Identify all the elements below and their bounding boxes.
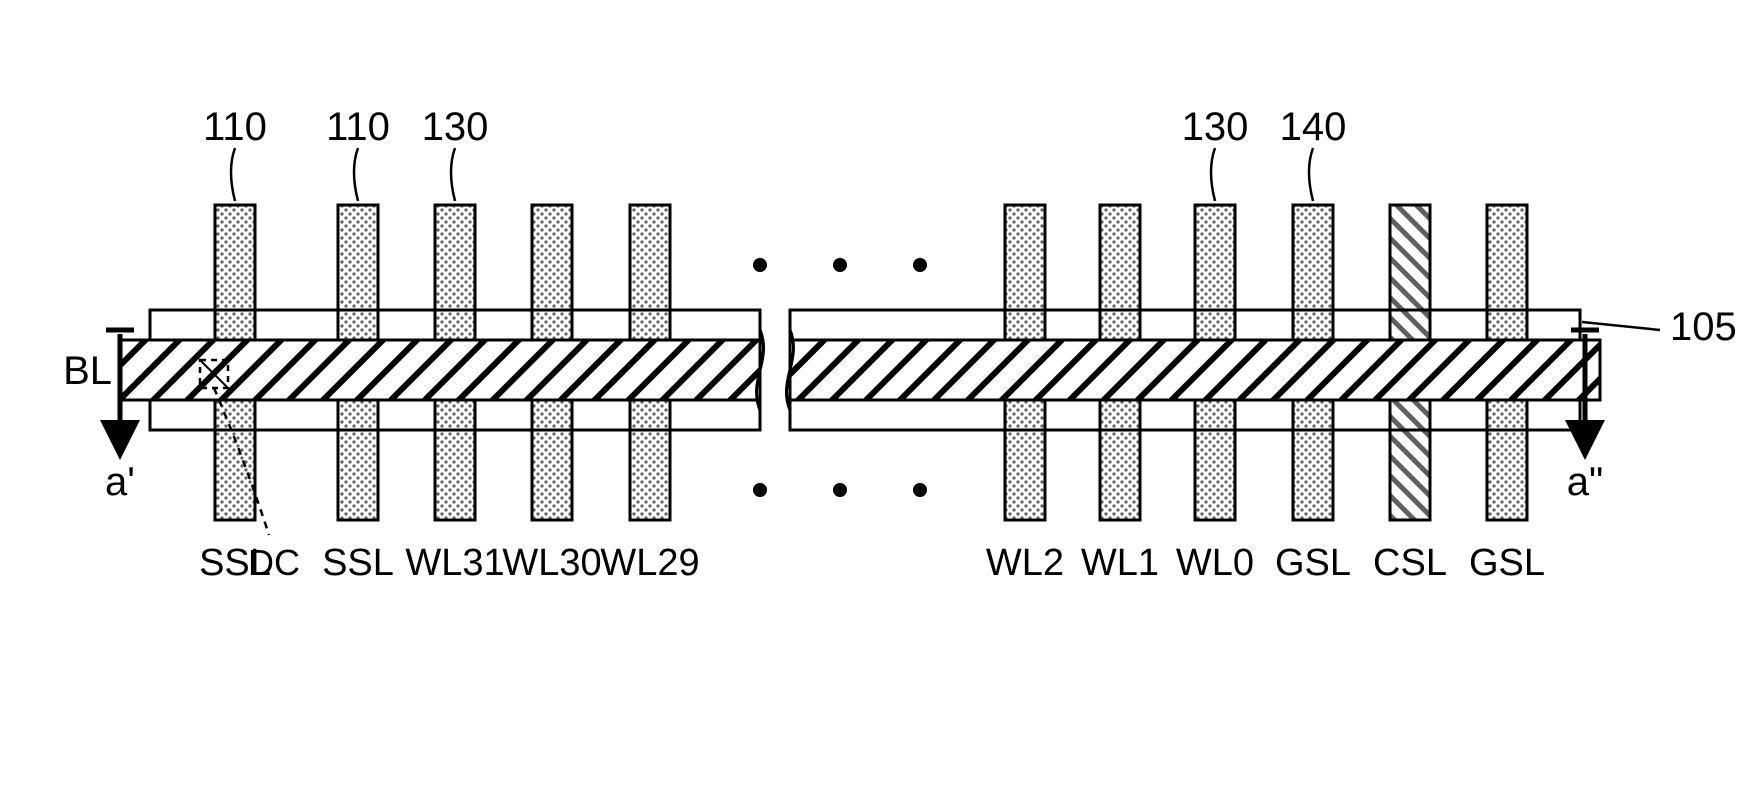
ref-label: 110 [203,105,267,149]
ellipsis-dot [833,483,847,497]
line-label: CSL [1373,542,1447,584]
ellipsis-dot [913,483,927,497]
ref-label-105: 105 [1670,305,1737,349]
ellipsis-dot [833,258,847,272]
bl-label: BL [63,349,112,393]
line-label: WL1 [1081,542,1159,584]
section-label: a' [105,460,135,504]
line-label: WL29 [600,542,699,584]
line-label: SSL [322,542,394,584]
line-label: WL31 [405,542,504,584]
ellipsis-dot [753,258,767,272]
schematic-diagram: SSL110SSL110WL31130WL30WL29WL2WL1WL0130G… [20,20,1739,769]
ellipsis-dot [753,483,767,497]
line-label: WL2 [986,542,1064,584]
line-label: WL30 [502,542,601,584]
ellipsis-dot [913,258,927,272]
line-label: GSL [1275,542,1351,584]
line-label: WL0 [1176,542,1254,584]
line-label: GSL [1469,542,1545,584]
ref-label: 130 [422,105,489,149]
dc-label: DC [248,542,300,583]
ref-label: 140 [1280,105,1347,149]
ref-label: 110 [326,105,390,149]
ref-label: 130 [1182,105,1249,149]
section-label: a" [1567,460,1603,504]
